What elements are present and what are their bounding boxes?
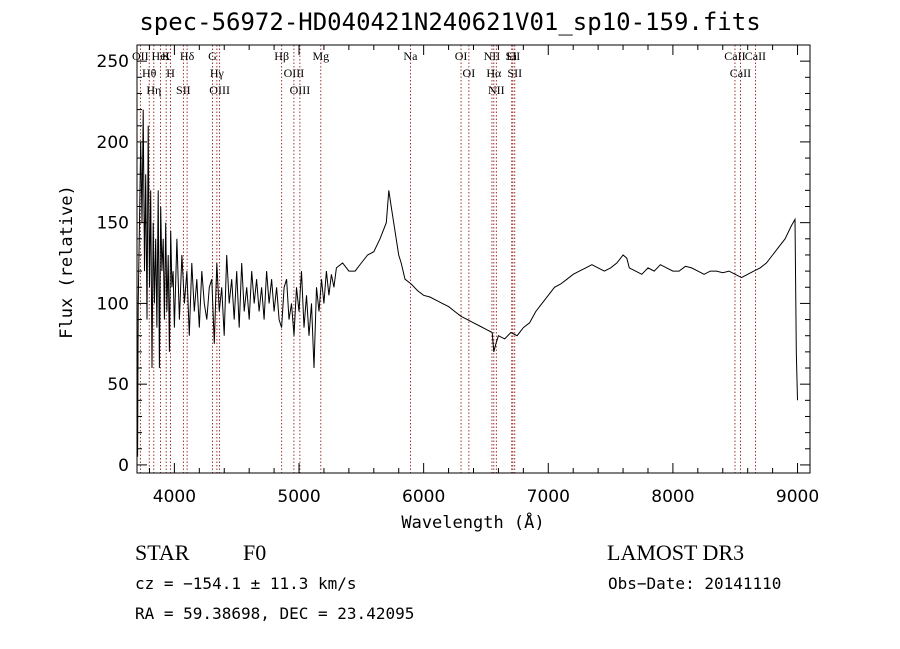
y-tick-label: 200 <box>97 133 129 153</box>
spectral-line-label: OIII <box>209 83 230 97</box>
x-axis-label: Wavelength (Å) <box>401 511 544 533</box>
obs-date: Obs−Date: 20141110 <box>608 574 782 593</box>
x-tick-label: 6000 <box>402 487 445 507</box>
spectrum-series-line <box>136 109 798 457</box>
spectral-line-label: OI <box>463 66 476 80</box>
y-tick-label: 0 <box>118 456 129 476</box>
spectral-line-label: SII <box>506 49 521 63</box>
spectral-line-label: Mg <box>312 49 329 63</box>
x-tick-label: 4000 <box>153 487 196 507</box>
spectral-line-label: G <box>208 49 217 63</box>
spectral-line-label: Li <box>506 49 517 63</box>
spectral-line-label: OIII <box>290 83 311 97</box>
spectral-line-label: CaII <box>745 49 766 63</box>
spectral-line-label: HeI <box>152 49 170 63</box>
spectral-line-label: K <box>162 49 171 63</box>
y-tick-label: 250 <box>97 52 129 72</box>
x-tick-label: 5000 <box>277 487 320 507</box>
redshift-cz: cz = −154.1 ± 11.3 km/s <box>135 574 357 593</box>
spectral-line-label: CaII <box>730 66 751 80</box>
spectral-line-markers <box>139 45 756 473</box>
y-tick-label: 100 <box>97 294 129 314</box>
object-class: STAR <box>135 540 190 565</box>
spectral-line-label: SII <box>176 83 191 97</box>
survey-name: LAMOST DR3 <box>607 540 745 565</box>
axis-ticks: 4000 5000 6000 7000 8000 9000 0 50 100 150 200 250 <box>97 45 819 507</box>
spectral-line-label: Hα <box>486 66 502 80</box>
y-tick-label: 50 <box>107 375 129 395</box>
spectral-line-label: OI <box>455 49 468 63</box>
spectral-line-label: OII <box>132 49 149 63</box>
spectral-line-label: CaII <box>724 49 745 63</box>
spectral-line-label: Hδ <box>180 49 195 63</box>
coordinates: RA = 59.38698, DEC = 23.42095 <box>135 604 415 623</box>
spectral-line-label: OIII <box>284 66 305 80</box>
spectral-line-label: SII <box>507 66 522 80</box>
spectral-line-label: H <box>166 66 175 80</box>
y-tick-label: 150 <box>97 214 129 234</box>
spectral-line-label: Na <box>403 49 418 63</box>
spectral-line-label: NII <box>484 49 501 63</box>
spectral-line-label: Hγ <box>210 66 225 80</box>
x-tick-label: 9000 <box>776 487 819 507</box>
spectral-line-label: Hθ <box>142 66 157 80</box>
object-subclass: F0 <box>243 540 267 565</box>
x-tick-label: 7000 <box>527 487 570 507</box>
chart-title: spec-56972-HD040421N240621V01_sp10-159.f… <box>139 8 761 36</box>
spectral-line-label: NII <box>488 83 505 97</box>
x-tick-label: 8000 <box>651 487 694 507</box>
y-axis-label: Flux (relative) <box>57 185 77 339</box>
spectral-line-label: Hβ <box>274 49 289 63</box>
plot-frame <box>136 44 811 474</box>
spectral-line-label: Hη <box>146 83 161 97</box>
